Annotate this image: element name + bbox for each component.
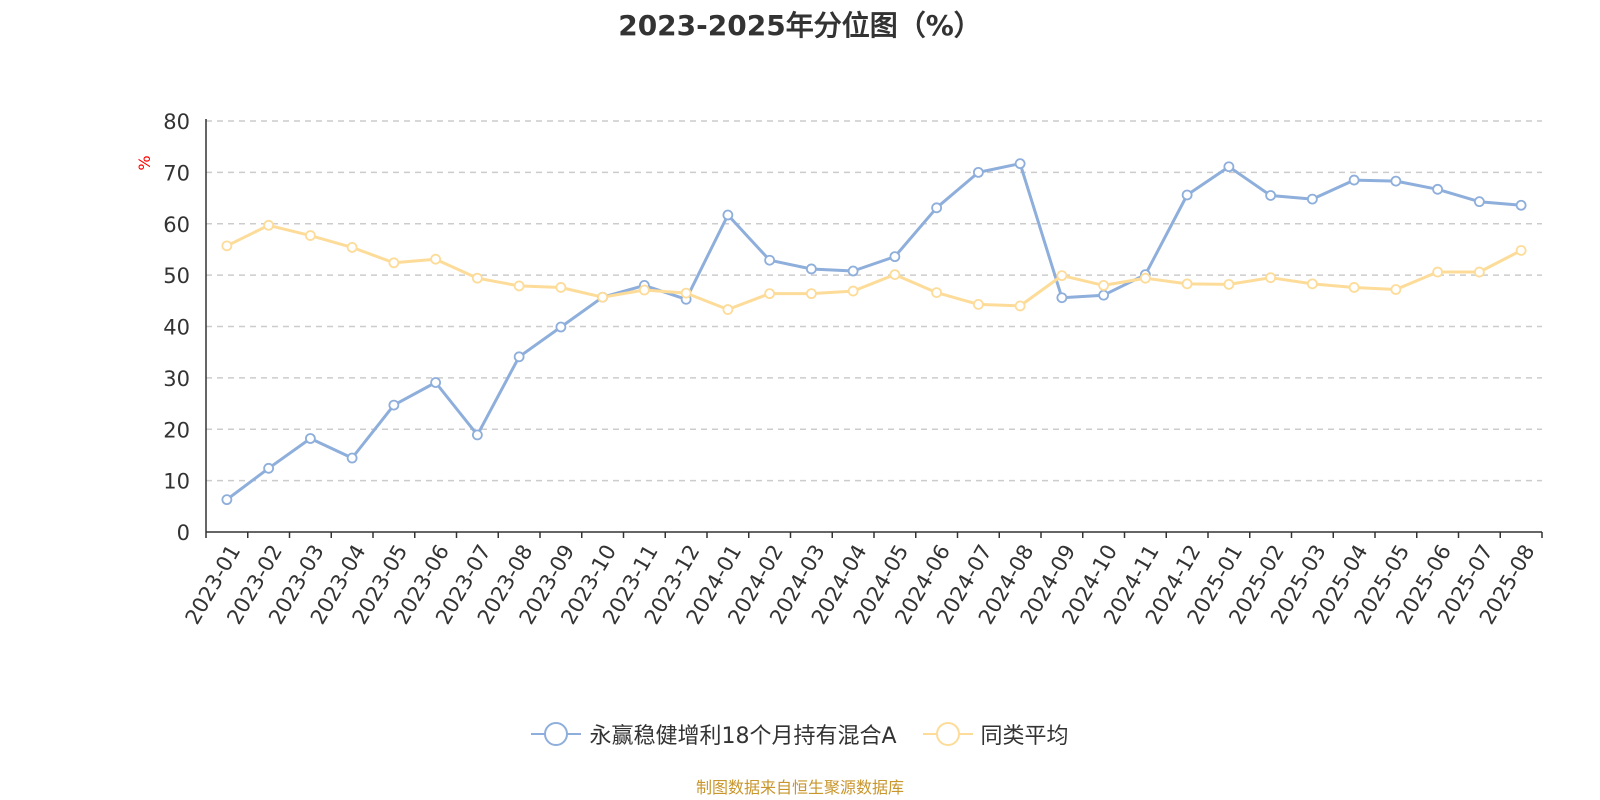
y-tick-label: 30 [163, 367, 190, 391]
data-point-series-2 [722, 304, 734, 315]
data-point-series-2 [221, 240, 233, 252]
grid-lines [206, 120, 1542, 482]
y-axis-unit-label: % [135, 155, 154, 170]
data-point-series-1 [1181, 189, 1193, 201]
data-point-series-2 [1181, 278, 1193, 290]
source-note: 制图数据来自恒生聚源数据库 [695, 778, 904, 797]
data-point-series-2 [1515, 245, 1527, 256]
data-point-series-1 [1432, 183, 1444, 195]
data-point-series-2 [1139, 272, 1151, 284]
y-tick-label: 10 [163, 470, 190, 494]
data-point-series-1 [346, 452, 358, 464]
data-point-series-1 [304, 433, 316, 444]
data-point-series-2 [263, 219, 275, 231]
y-tick-label: 20 [163, 418, 190, 442]
data-point-series-2 [680, 287, 692, 299]
legend-marker-icon [531, 722, 582, 746]
legend-label: 永赢稳健增利18个月持有混合A [589, 724, 897, 749]
data-point-series-2 [1432, 266, 1444, 278]
legend-item-series-1[interactable]: 永赢稳健增利18个月持有混合A [531, 718, 897, 750]
legend: 永赢稳健增利18个月持有混合A 同类平均 [0, 718, 1600, 750]
data-point-series-1 [513, 351, 525, 363]
data-point-series-1 [847, 265, 859, 277]
y-tick-label: 40 [163, 316, 190, 340]
data-point-series-1 [805, 263, 817, 275]
data-point-series-2 [1223, 278, 1235, 290]
y-tick-label: 80 [163, 110, 190, 134]
data-point-series-1 [221, 494, 233, 506]
data-point-series-1 [722, 209, 734, 221]
data-point-series-2 [847, 285, 859, 297]
series-line-1 [225, 162, 1522, 501]
data-point-series-2 [889, 269, 901, 281]
data-point-series-2 [1014, 300, 1026, 312]
data-point-series-2 [430, 253, 442, 265]
data-point-series-2 [931, 287, 943, 298]
data-point-series-2 [346, 241, 358, 253]
data-point-series-2 [1390, 284, 1402, 295]
series-line-2 [226, 223, 1522, 311]
data-point-series-2 [513, 280, 525, 292]
data-point-series-2 [1265, 272, 1277, 284]
data-point-series-1 [1265, 190, 1277, 201]
data-point-series-2 [805, 288, 817, 300]
data-point-series-1 [388, 399, 400, 411]
legend-label: 同类平均 [980, 724, 1069, 749]
data-point-series-1 [972, 166, 984, 178]
data-point-series-1 [1348, 174, 1360, 186]
data-point-series-2 [972, 299, 984, 310]
data-point-series-1 [1223, 161, 1235, 173]
y-tick-label: 70 [163, 161, 190, 185]
data-points [221, 158, 1527, 506]
data-point-series-1 [889, 251, 901, 263]
data-point-series-1 [1390, 175, 1402, 187]
data-point-series-1 [1515, 199, 1527, 211]
data-point-series-1 [1306, 193, 1318, 205]
data-point-series-2 [388, 257, 400, 269]
data-point-series-2 [555, 282, 567, 293]
data-point-series-1 [430, 377, 442, 388]
data-point-series-2 [1348, 282, 1360, 293]
y-tick-label: 50 [163, 264, 190, 288]
data-point-series-1 [1014, 158, 1026, 170]
data-point-series-1 [471, 429, 483, 441]
data-point-series-2 [1306, 278, 1318, 290]
y-tick-label: 0 [177, 521, 190, 545]
data-point-series-1 [1056, 292, 1068, 304]
data-point-series-1 [1098, 289, 1110, 301]
data-point-series-2 [764, 288, 776, 300]
data-point-series-1 [931, 202, 943, 214]
data-point-series-1 [1473, 196, 1485, 208]
data-point-series-2 [1098, 279, 1110, 291]
data-point-series-2 [597, 291, 609, 303]
data-point-series-1 [764, 254, 776, 266]
data-point-series-2 [1056, 270, 1068, 282]
data-point-series-1 [263, 462, 275, 474]
chart-title: 2023-2025年分位图（%） [618, 9, 982, 42]
data-point-series-2 [1473, 266, 1485, 278]
legend-item-series-2[interactable]: 同类平均 [922, 718, 1069, 750]
legend-marker-icon [922, 722, 973, 746]
data-point-series-1 [555, 321, 567, 333]
series-lines [225, 162, 1522, 501]
data-point-series-2 [304, 230, 316, 241]
data-point-series-2 [638, 284, 650, 296]
y-tick-label: 60 [163, 213, 190, 237]
data-point-series-2 [471, 272, 483, 284]
